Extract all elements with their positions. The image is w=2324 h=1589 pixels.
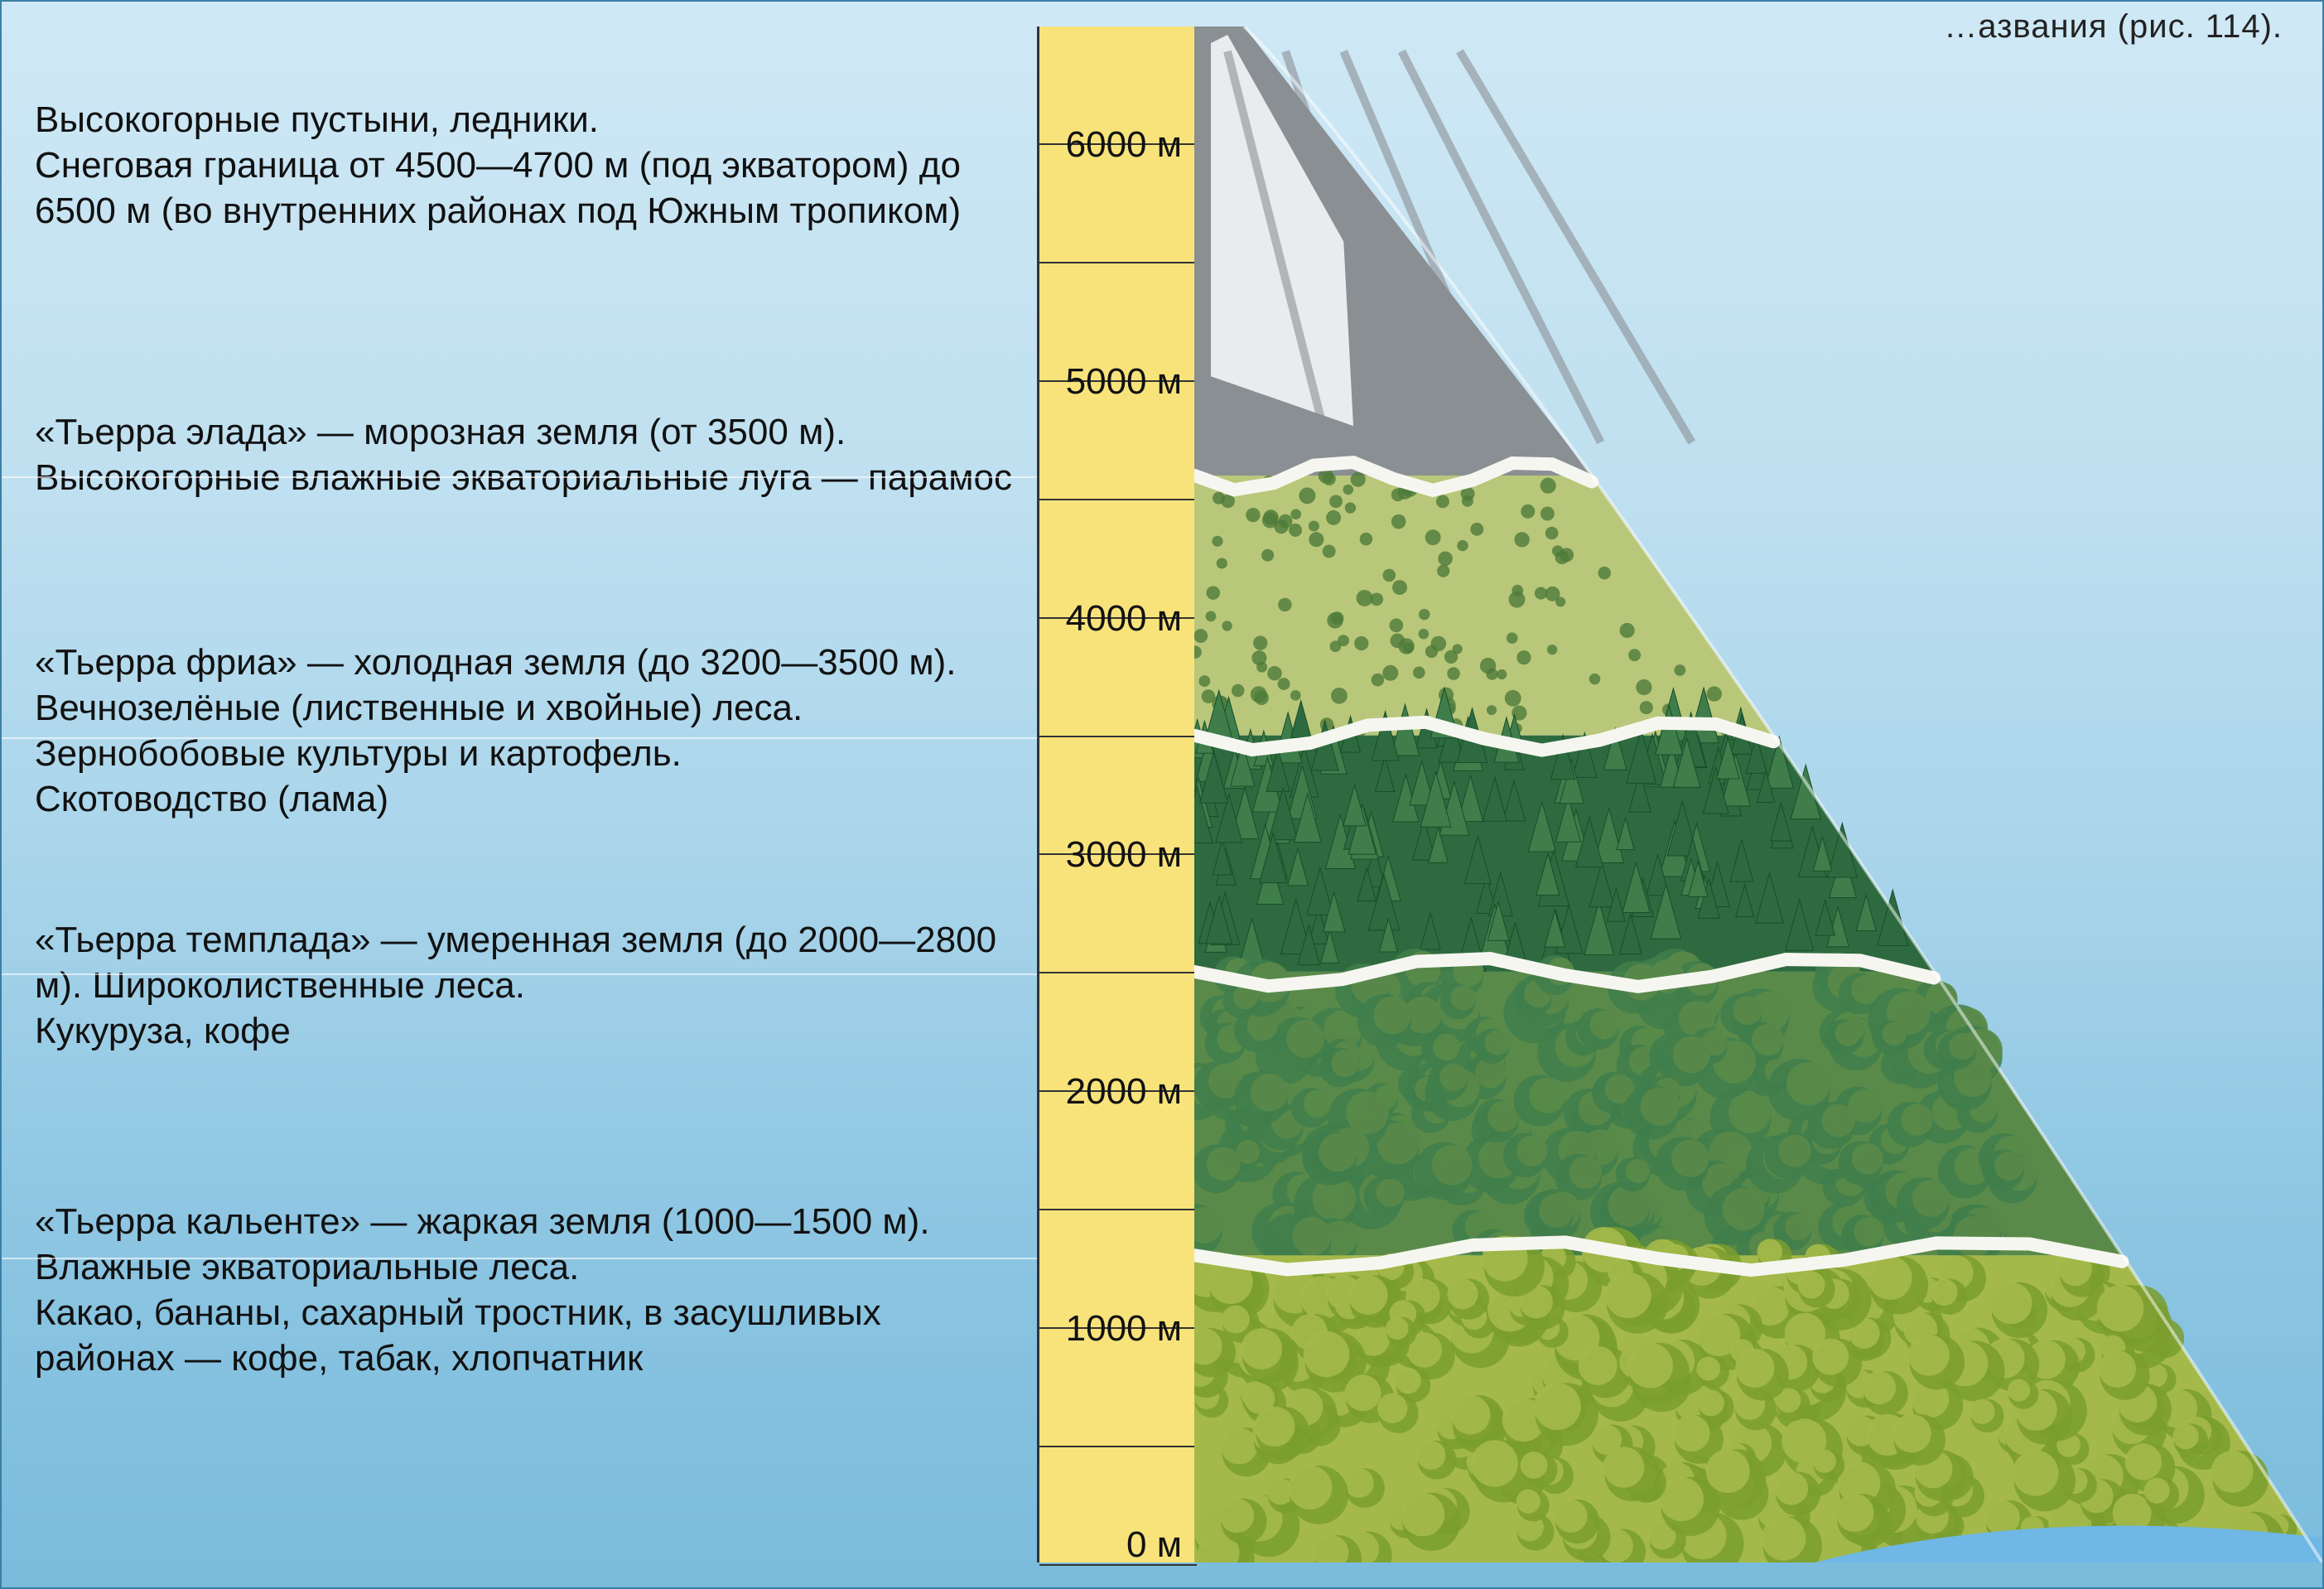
zone-descriptions-column: Высокогорные пустыни, ледники.Снеговая г… (2, 2, 1037, 1589)
scale-label: 6000 м (1066, 124, 1182, 166)
scale-label: 4000 м (1066, 598, 1182, 640)
zone-divider-line (2, 1258, 1037, 1259)
scale-label: 0 м (1126, 1524, 1182, 1566)
scale-label: 5000 м (1066, 361, 1182, 403)
mountain-svg (1194, 27, 2322, 1562)
zone-divider-line (2, 476, 1037, 478)
altitudinal-zonation-diagram: …азвания (рис. 114). Высокогорные пустын… (0, 0, 2324, 1589)
zone-divider-line (2, 973, 1037, 975)
mountain-illustration (1194, 27, 2322, 1562)
zone-text-alpine: Высокогорные пустыни, ледники.Снеговая г… (35, 97, 1012, 234)
altitude-scale: 0 м1000 м2000 м3000 м4000 м5000 м6000 м (1037, 27, 1199, 1562)
zone-divider-line (2, 737, 1037, 739)
scale-label: 2000 м (1066, 1071, 1182, 1113)
zone-text-fria: «Тьерра фриа» — холодная земля (до 3200—… (35, 640, 1012, 822)
scale-label: 1000 м (1066, 1308, 1182, 1350)
zone-text-caliente: «Тьерра кальенте» — жаркая земля (1000—1… (35, 1199, 1012, 1381)
zone-text-templada: «Тьерра темплада» — умеренная земля (до … (35, 917, 1012, 1054)
scale-label: 3000 м (1066, 834, 1182, 876)
zone-text-elada: «Тьерра элада» — морозная земля (от 3500… (35, 409, 1012, 500)
